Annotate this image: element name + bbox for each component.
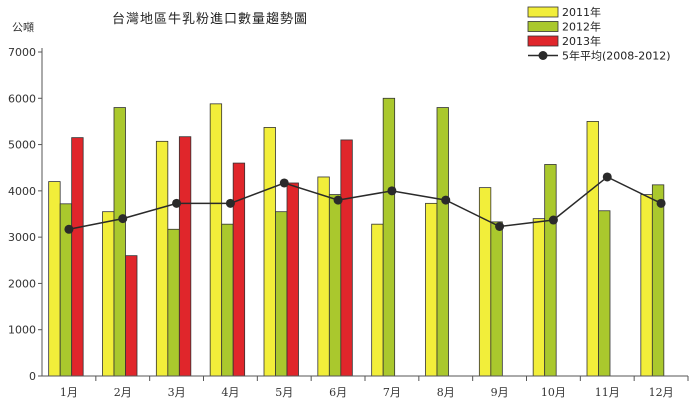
- bar-2011年-1月: [48, 181, 61, 377]
- bar-2012年-10月: [544, 164, 557, 377]
- y-tick-label: 3000: [8, 231, 36, 244]
- bar-2011年-11月: [586, 121, 599, 377]
- x-tick-label: 1月: [60, 386, 78, 399]
- x-tick-label: 4月: [221, 386, 239, 399]
- bar-2011年-8月: [425, 202, 438, 377]
- average-point-1月: [64, 224, 74, 234]
- legend-label-2011年: 2011年: [562, 5, 601, 19]
- average-point-4月: [225, 198, 235, 208]
- average-point-6月: [333, 195, 343, 205]
- bar-2013年-6月: [340, 139, 353, 377]
- bar-2011年-12月: [640, 194, 653, 377]
- bar-2012年-8月: [436, 107, 449, 377]
- y-axis-unit: 公噸: [12, 20, 34, 34]
- bar-2012年-5月: [275, 211, 288, 377]
- x-tick-label: 2月: [114, 386, 132, 399]
- average-point-11月: [602, 172, 612, 182]
- x-tick-label: 12月: [649, 386, 674, 399]
- bar-2012年-6月: [328, 194, 342, 377]
- bar-2012年-2月: [113, 107, 126, 377]
- y-tick-label: 7000: [8, 46, 36, 59]
- x-tick-label: 10月: [541, 386, 566, 399]
- legend-swatch-2011年: [527, 6, 559, 18]
- average-point-3月: [172, 198, 182, 208]
- bar-2013年-4月: [232, 162, 246, 377]
- bar-2013年-2月: [125, 255, 138, 377]
- y-tick-label: 5000: [8, 139, 36, 152]
- x-tick-label: 11月: [595, 386, 620, 399]
- y-tick-label: 6000: [8, 92, 36, 105]
- average-point-2月: [118, 214, 128, 224]
- bar-2012年-9月: [490, 221, 503, 377]
- legend-marker-swatch: [538, 51, 548, 60]
- average-point-7月: [387, 186, 397, 196]
- x-tick-label: 6月: [329, 386, 347, 399]
- legend-swatch-2012年: [527, 21, 559, 32]
- bar-2011年-10月: [532, 218, 546, 377]
- y-tick-label: 1000: [8, 324, 36, 337]
- legend-label-2013年: 2013年: [562, 34, 601, 48]
- bar-2013年-5月: [286, 182, 299, 377]
- legend-label-average: 5年平均(2008-2012): [562, 49, 671, 63]
- bar-2012年-7月: [382, 97, 396, 377]
- average-point-8月: [441, 195, 451, 205]
- bar-2012年-3月: [167, 228, 180, 377]
- average-point-9月: [495, 221, 505, 231]
- average-point-12月: [656, 198, 666, 208]
- bar-2011年-9月: [478, 187, 492, 377]
- bar-2013年-1月: [71, 137, 84, 377]
- x-tick-label: 8月: [437, 386, 455, 399]
- bar-2011年-3月: [155, 140, 169, 377]
- x-tick-label: 5月: [275, 386, 293, 399]
- x-tick-label: 9月: [491, 386, 509, 399]
- legend-label-2012年: 2012年: [562, 20, 601, 34]
- bar-2011年-6月: [317, 176, 330, 377]
- legend-swatch-2013年: [527, 35, 559, 47]
- bar-2011年-4月: [209, 103, 223, 377]
- bar-2011年-5月: [263, 127, 276, 377]
- y-tick-label: 4000: [8, 185, 36, 198]
- bar-2012年-4月: [221, 223, 234, 377]
- average-line: [68, 176, 662, 231]
- bar-2011年-2月: [102, 211, 115, 377]
- x-tick-label: 7月: [383, 386, 401, 399]
- y-tick-label: 2000: [8, 277, 36, 290]
- y-tick-label: 0: [29, 370, 36, 383]
- bar-2013年-3月: [178, 136, 192, 377]
- bar-2012年-12月: [651, 184, 665, 377]
- average-point-10月: [548, 215, 558, 225]
- bar-2012年-11月: [598, 210, 611, 377]
- chart-title: 台灣地區牛乳粉進口數量趨勢圖: [112, 12, 308, 27]
- bar-2011年-7月: [371, 223, 384, 377]
- average-point-5月: [279, 178, 289, 188]
- x-tick-label: 3月: [168, 386, 186, 399]
